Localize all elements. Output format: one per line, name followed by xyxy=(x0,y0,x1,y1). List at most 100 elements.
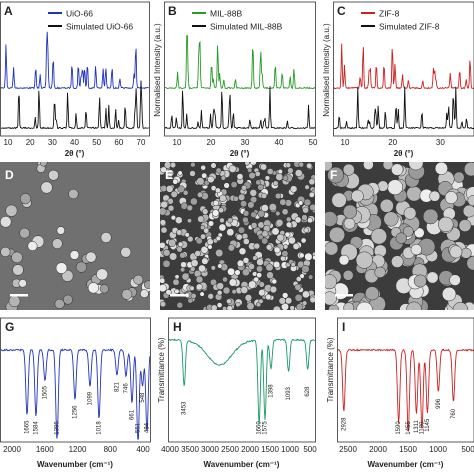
particle xyxy=(444,191,458,205)
particle xyxy=(27,241,38,251)
particle xyxy=(449,245,463,259)
legend-label: Simulated ZIF-8 xyxy=(379,21,440,31)
x-tick-label: 20 xyxy=(388,138,397,147)
particle xyxy=(266,168,274,175)
particle xyxy=(365,286,380,301)
peak-label: 628 xyxy=(305,386,311,397)
particle xyxy=(265,293,272,301)
x-tick-label: 500 xyxy=(303,445,317,454)
particle xyxy=(48,169,59,181)
particle xyxy=(290,185,298,193)
particle xyxy=(194,250,201,257)
particle xyxy=(177,241,184,248)
particle xyxy=(298,162,304,168)
scale-bar xyxy=(335,294,353,297)
peak-label: 1590 xyxy=(396,421,402,435)
particle xyxy=(449,274,461,286)
peak-label: 1665 xyxy=(25,420,31,434)
particle xyxy=(226,228,235,237)
x-tick-label: 1500 xyxy=(399,445,417,454)
peak-label: 484 xyxy=(145,422,151,433)
particle xyxy=(441,286,457,302)
particle xyxy=(342,204,358,219)
particle xyxy=(201,172,208,179)
particle xyxy=(306,162,313,169)
particle xyxy=(223,182,230,189)
particle xyxy=(261,230,269,238)
sem-image: E xyxy=(160,162,315,310)
particle xyxy=(176,246,183,253)
plot-frame xyxy=(164,1,316,137)
particle xyxy=(160,207,167,216)
particle xyxy=(327,166,344,184)
particle xyxy=(302,206,309,214)
peak-label: 3453 xyxy=(182,401,188,415)
pattern-curve xyxy=(164,34,316,90)
particle xyxy=(242,257,250,264)
particle xyxy=(240,200,248,208)
particle xyxy=(248,172,256,180)
particle xyxy=(303,227,309,233)
peak-label: 551 xyxy=(136,422,142,433)
x-tick-label: 500 xyxy=(461,445,474,454)
particle xyxy=(275,218,284,227)
plot-frame xyxy=(337,317,474,443)
particle xyxy=(370,228,388,245)
particle xyxy=(261,204,269,212)
particle xyxy=(290,262,296,268)
particle xyxy=(218,207,224,214)
particle xyxy=(426,271,439,284)
particle xyxy=(258,298,264,304)
particle xyxy=(227,217,233,224)
particle xyxy=(343,302,355,310)
particle xyxy=(244,162,250,166)
particle xyxy=(40,181,53,194)
x-tick-label: 1000 xyxy=(281,445,299,454)
particle xyxy=(166,169,175,177)
peak-label: 1455 xyxy=(406,421,412,435)
particle xyxy=(271,227,280,236)
particle xyxy=(215,248,224,258)
particle xyxy=(363,162,374,170)
particle xyxy=(212,199,219,207)
peak-label: 548 xyxy=(140,392,146,403)
x-tick-label: 30 xyxy=(48,138,57,147)
particle xyxy=(222,306,228,310)
particle xyxy=(160,226,168,234)
particle xyxy=(200,224,206,231)
particle xyxy=(331,192,347,208)
particle xyxy=(460,247,472,259)
particle xyxy=(264,175,271,181)
particle xyxy=(0,216,12,228)
particle xyxy=(242,268,250,277)
x-tick-label: 800 xyxy=(104,445,118,454)
particle xyxy=(308,274,314,280)
particle xyxy=(258,289,266,297)
particle xyxy=(238,247,247,256)
particle xyxy=(269,285,278,294)
sem-image: D xyxy=(0,162,150,310)
spectrum-curve xyxy=(168,338,316,425)
x-tick-label: 2000 xyxy=(241,445,259,454)
particle xyxy=(250,211,257,218)
particle xyxy=(343,217,356,230)
particle xyxy=(395,232,407,244)
spectrum-curve xyxy=(337,348,474,432)
peak-label: 661 xyxy=(130,409,136,420)
particle xyxy=(265,244,273,251)
particle xyxy=(383,211,399,227)
particle xyxy=(284,231,291,238)
x-tick-label: 1500 xyxy=(261,445,279,454)
particle xyxy=(253,242,261,250)
x-tick-label: 40 xyxy=(275,138,284,147)
particle xyxy=(278,297,286,305)
particle xyxy=(184,232,190,238)
particle xyxy=(233,195,239,202)
x-axis-label: 2θ (°) xyxy=(230,149,250,158)
peak-label: 1180 xyxy=(420,421,426,435)
particle xyxy=(177,170,183,176)
particle xyxy=(215,235,222,242)
particle xyxy=(75,261,87,273)
particle xyxy=(212,209,220,217)
pattern-curve xyxy=(0,31,149,90)
